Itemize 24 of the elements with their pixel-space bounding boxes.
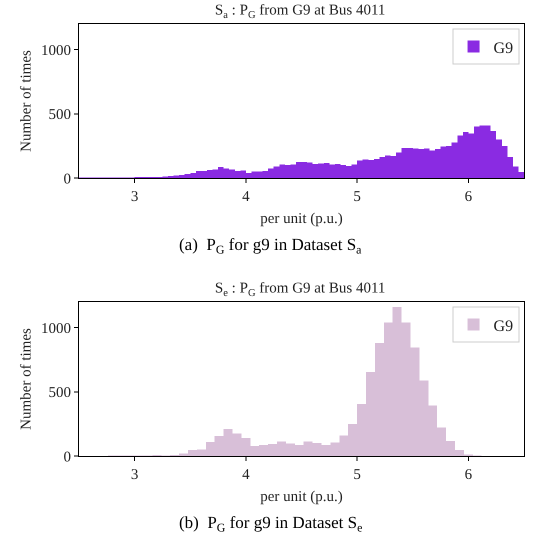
x-tick-label: 5 bbox=[353, 467, 361, 483]
chart-title: S$_{e}$ : P$_{G}$ from G9 at Bus 4011 bbox=[214, 280, 386, 299]
text: (b) P$_{G}$ for g9 in Dataset S$_{e}$ bbox=[179, 513, 362, 535]
legend-label: G9 bbox=[494, 318, 514, 335]
x-tick-label: 6 bbox=[464, 467, 473, 483]
chart-title: S$_{a}$ : P$_{G}$ from G9 at Bus 4011 bbox=[214, 2, 386, 21]
y-tick-label: 1000 bbox=[41, 42, 71, 59]
x-axis-title: per unit (p.u.) bbox=[260, 211, 343, 227]
x-tick-label: 5 bbox=[353, 189, 361, 205]
y-tick-label: 500 bbox=[48, 107, 71, 124]
y-tick-label: 1000 bbox=[41, 320, 71, 337]
x-tick-label: 3 bbox=[130, 189, 138, 205]
legend-label: G9 bbox=[494, 40, 514, 57]
y-tick-label: 500 bbox=[48, 385, 71, 402]
y-tick-label: 0 bbox=[64, 449, 71, 466]
y-axis-title: Number of times bbox=[18, 50, 34, 152]
x-tick-label: 6 bbox=[464, 189, 473, 205]
text: (a) P$_{G}$ for g9 in Dataset S$_{a}$ bbox=[179, 235, 362, 257]
y-tick-label: 0 bbox=[64, 171, 71, 188]
x-tick-label: 4 bbox=[242, 189, 250, 205]
y-axis-title: Number of times bbox=[18, 328, 34, 430]
x-tick-label: 4 bbox=[242, 467, 250, 483]
x-tick-label: 3 bbox=[130, 467, 138, 483]
x-axis-title: per unit (p.u.) bbox=[260, 489, 343, 505]
